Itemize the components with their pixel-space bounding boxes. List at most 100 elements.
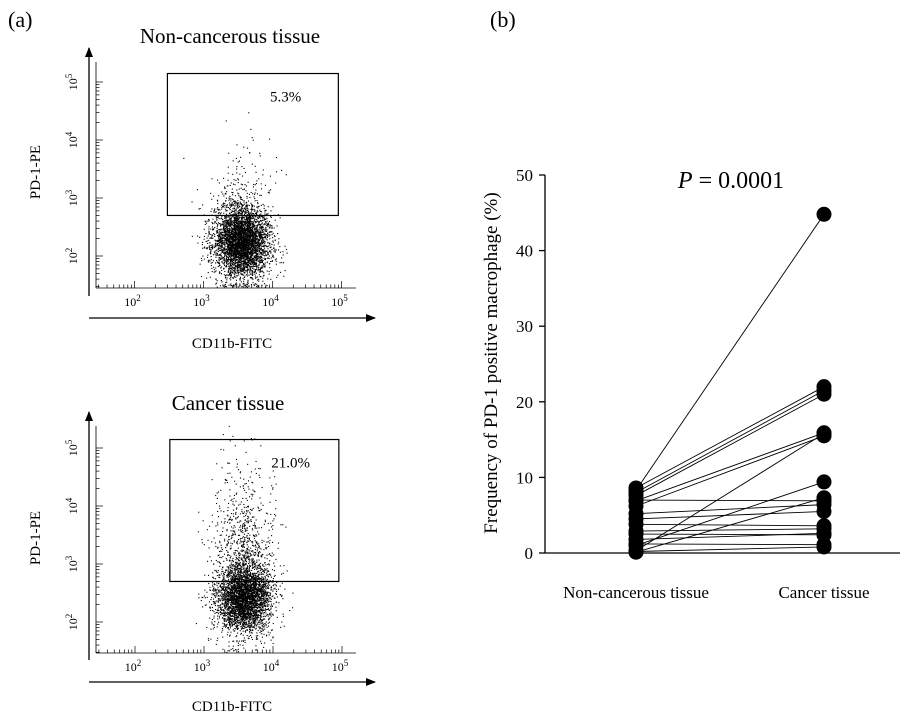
event-dot	[229, 229, 231, 231]
event-dot	[237, 161, 239, 163]
event-dot	[221, 251, 223, 253]
event-dot	[253, 259, 255, 261]
event-dot	[242, 268, 244, 270]
x-tick-label: 105	[332, 658, 349, 674]
flow-plot-non-cancerous: Non-cancerous tissue PD-1-PE CD11b-FITC …	[28, 24, 376, 352]
event-dot	[258, 286, 260, 288]
event-dot	[257, 211, 259, 213]
event-dot	[242, 233, 244, 235]
event-dot	[242, 269, 244, 271]
event-dot	[244, 239, 246, 241]
event-dot	[232, 264, 234, 266]
event-dot	[255, 239, 257, 241]
event-dot	[259, 194, 261, 196]
event-dot	[223, 212, 225, 214]
event-dot	[262, 267, 264, 269]
event-dot	[241, 207, 243, 209]
event-dot	[226, 237, 228, 239]
event-dot	[222, 257, 224, 259]
event-dot	[230, 562, 232, 564]
event-dot	[265, 609, 267, 611]
event-dot	[237, 583, 239, 585]
event-dot	[242, 243, 244, 245]
event-dot	[255, 234, 257, 236]
event-dot	[230, 276, 232, 278]
event-dot	[273, 250, 275, 252]
event-dot	[259, 231, 261, 233]
event-dot	[244, 275, 246, 277]
event-dot	[244, 220, 246, 222]
event-dot	[241, 248, 243, 250]
event-dot	[240, 281, 242, 283]
event-dot	[268, 258, 270, 260]
event-dot	[241, 270, 243, 272]
event-dot	[219, 250, 221, 252]
event-dot	[245, 206, 247, 208]
event-dot	[236, 218, 238, 220]
event-dot	[220, 233, 222, 235]
event-dot	[257, 243, 259, 245]
event-dot	[241, 212, 243, 214]
event-dot	[235, 255, 237, 257]
event-dot	[235, 240, 237, 242]
event-dot	[244, 261, 246, 263]
event-dot	[245, 231, 247, 233]
event-dot	[213, 271, 215, 273]
event-dot	[259, 214, 261, 216]
event-dot	[235, 213, 237, 215]
event-dot	[250, 233, 252, 235]
event-dot	[206, 277, 208, 279]
event-dot	[253, 247, 255, 249]
event-dot	[252, 252, 254, 254]
event-dot	[233, 211, 235, 213]
event-dot	[247, 600, 249, 602]
event-dot	[228, 247, 230, 249]
event-dot	[251, 223, 253, 225]
event-dot	[257, 242, 259, 244]
event-dot	[250, 202, 252, 204]
event-dot	[277, 233, 279, 235]
event-dot	[277, 274, 279, 276]
event-dot	[245, 256, 247, 258]
event-dot	[254, 535, 256, 537]
event-dot	[251, 255, 253, 257]
event-dot	[216, 286, 218, 288]
event-dot	[264, 583, 266, 585]
event-dot	[256, 253, 258, 255]
event-dot	[280, 271, 282, 273]
event-dot	[242, 175, 244, 177]
event-dot	[228, 258, 230, 260]
event-dot	[253, 268, 255, 270]
event-dot	[228, 275, 230, 277]
event-dot	[253, 562, 255, 564]
event-dot	[208, 228, 210, 230]
event-dot	[248, 211, 250, 213]
event-dot	[224, 221, 226, 223]
event-dot	[270, 576, 272, 578]
event-dot	[221, 568, 223, 570]
event-dot	[241, 250, 243, 252]
event-dot	[235, 272, 237, 274]
event-dot	[264, 262, 266, 264]
event-dot	[271, 227, 273, 229]
event-dot	[241, 220, 243, 222]
event-dot	[232, 533, 234, 535]
event-dot	[245, 266, 247, 268]
event-dot	[239, 235, 241, 237]
event-dot	[224, 265, 226, 267]
event-dot	[245, 205, 247, 207]
event-dot	[238, 255, 240, 257]
event-dot	[244, 264, 246, 266]
event-dot	[248, 244, 250, 246]
event-dot	[238, 226, 240, 228]
event-dot	[257, 207, 259, 209]
event-dot	[212, 254, 214, 256]
event-dot	[238, 212, 240, 214]
event-dot	[206, 248, 208, 250]
flow-plot-events	[195, 425, 294, 653]
event-dot	[206, 247, 208, 249]
event-dot	[202, 204, 204, 206]
event-dot	[229, 240, 231, 242]
event-dot	[224, 238, 226, 240]
event-dot	[214, 245, 216, 247]
